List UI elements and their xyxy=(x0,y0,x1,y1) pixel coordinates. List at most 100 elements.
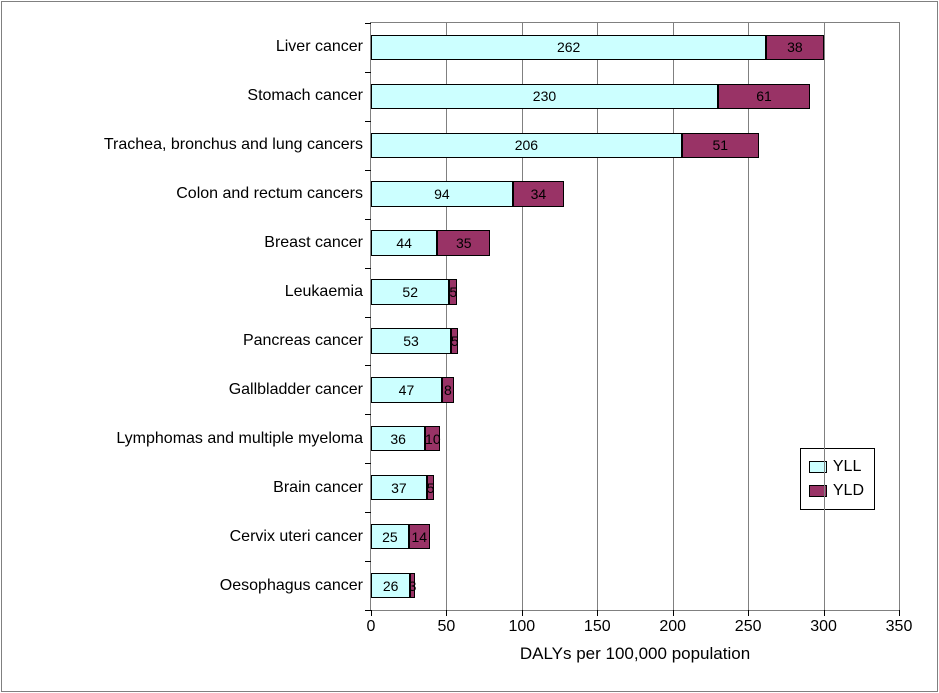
category-label: Leukaemia xyxy=(285,283,363,301)
bar-value-label: 5 xyxy=(449,284,457,300)
bar-value-label: 3 xyxy=(409,578,417,594)
bar-yll: 53 xyxy=(371,328,451,353)
y-tick xyxy=(365,23,371,24)
bar-value-label: 61 xyxy=(756,88,772,104)
legend-label: YLL xyxy=(833,455,861,479)
bar-yll: 94 xyxy=(371,181,513,206)
bar-yll: 230 xyxy=(371,84,718,109)
y-tick xyxy=(365,414,371,415)
category-label: Gallbladder cancer xyxy=(229,381,363,399)
x-tick xyxy=(522,610,523,616)
bar-value-label: 36 xyxy=(390,431,406,447)
bar-yll: 47 xyxy=(371,377,442,402)
bar-yll: 25 xyxy=(371,524,409,549)
y-tick xyxy=(365,317,371,318)
x-tick xyxy=(597,610,598,616)
bar-yll: 26 xyxy=(371,573,410,598)
bar-value-label: 51 xyxy=(712,137,728,153)
bar-value-label: 94 xyxy=(434,186,450,202)
bar-yld: 35 xyxy=(437,230,490,255)
bar-yld: 5 xyxy=(427,475,435,500)
bar-value-label: 47 xyxy=(399,382,415,398)
y-tick xyxy=(365,121,371,122)
bar-yld: 3 xyxy=(410,573,415,598)
bar-yll: 44 xyxy=(371,230,437,255)
gridline xyxy=(522,23,523,610)
x-axis-title: DALYs per 100,000 population xyxy=(520,644,750,664)
bar-value-label: 38 xyxy=(787,39,803,55)
bar-value-label: 206 xyxy=(515,137,538,153)
gridline xyxy=(597,23,598,610)
bar-yll: 52 xyxy=(371,279,449,304)
x-tick-label: 0 xyxy=(367,618,376,636)
y-tick xyxy=(365,170,371,171)
bar-yll: 37 xyxy=(371,475,427,500)
bar-yld: 51 xyxy=(682,133,759,158)
gridline xyxy=(824,23,825,610)
x-tick xyxy=(446,610,447,616)
category-label: Breast cancer xyxy=(264,234,363,252)
bar-value-label: 230 xyxy=(533,88,556,104)
legend-label: YLD xyxy=(833,479,864,503)
x-tick xyxy=(371,610,372,616)
x-tick-label: 300 xyxy=(810,618,837,636)
legend-item: YLD xyxy=(809,479,864,503)
gridline xyxy=(673,23,674,610)
bar-yll: 206 xyxy=(371,133,682,158)
category-label: Cervix uteri cancer xyxy=(230,528,363,546)
y-tick xyxy=(365,219,371,220)
bar-value-label: 35 xyxy=(456,235,472,251)
bar-value-label: 10 xyxy=(425,431,441,447)
bar-value-label: 25 xyxy=(382,529,398,545)
bar-value-label: 53 xyxy=(403,333,419,349)
category-label: Colon and rectum cancers xyxy=(176,185,363,203)
x-tick-label: 100 xyxy=(508,618,535,636)
y-tick xyxy=(365,268,371,269)
category-label: Trachea, bronchus and lung cancers xyxy=(104,136,363,154)
bar-yld: 8 xyxy=(442,377,454,402)
y-tick xyxy=(365,610,371,611)
x-tick-label: 250 xyxy=(735,618,762,636)
y-tick xyxy=(365,365,371,366)
gridline xyxy=(446,23,447,610)
bar-yld: 14 xyxy=(409,524,430,549)
x-tick-label: 50 xyxy=(438,618,456,636)
x-tick-label: 200 xyxy=(659,618,686,636)
y-tick xyxy=(365,463,371,464)
category-label: Lymphomas and multiple myeloma xyxy=(116,430,363,448)
category-label: Oesophagus cancer xyxy=(220,577,363,595)
bar-value-label: 44 xyxy=(396,235,412,251)
y-tick xyxy=(365,72,371,73)
y-tick xyxy=(365,512,371,513)
bar-yld: 61 xyxy=(718,84,810,109)
bar-value-label: 8 xyxy=(444,382,452,398)
bar-yld: 34 xyxy=(513,181,564,206)
category-label: Pancreas cancer xyxy=(243,332,363,350)
bar-value-label: 52 xyxy=(402,284,418,300)
bar-yld: 38 xyxy=(766,35,823,60)
x-tick-label: 350 xyxy=(886,618,913,636)
x-tick xyxy=(824,610,825,616)
bar-value-label: 262 xyxy=(557,39,580,55)
bar-value-label: 5 xyxy=(451,333,459,349)
bar-value-label: 5 xyxy=(427,480,435,496)
bar-value-label: 34 xyxy=(531,186,547,202)
x-tick xyxy=(899,610,900,616)
gridline xyxy=(748,23,749,610)
category-label: Brain cancer xyxy=(273,479,363,497)
category-label: Stomach cancer xyxy=(247,87,363,105)
bar-value-label: 14 xyxy=(411,529,427,545)
chart-plot-area: YLLYLD 050100150200250300350DALYs per 10… xyxy=(370,22,900,611)
x-tick xyxy=(748,610,749,616)
bar-yll: 36 xyxy=(371,426,425,451)
legend-item: YLL xyxy=(809,455,864,479)
bar-yld: 5 xyxy=(449,279,457,304)
bar-yld: 10 xyxy=(425,426,440,451)
bar-yld: 5 xyxy=(451,328,459,353)
bar-yll: 262 xyxy=(371,35,766,60)
bar-value-label: 37 xyxy=(391,480,407,496)
y-tick xyxy=(365,561,371,562)
x-tick xyxy=(673,610,674,616)
category-label: Liver cancer xyxy=(276,38,363,56)
bar-value-label: 26 xyxy=(383,578,399,594)
